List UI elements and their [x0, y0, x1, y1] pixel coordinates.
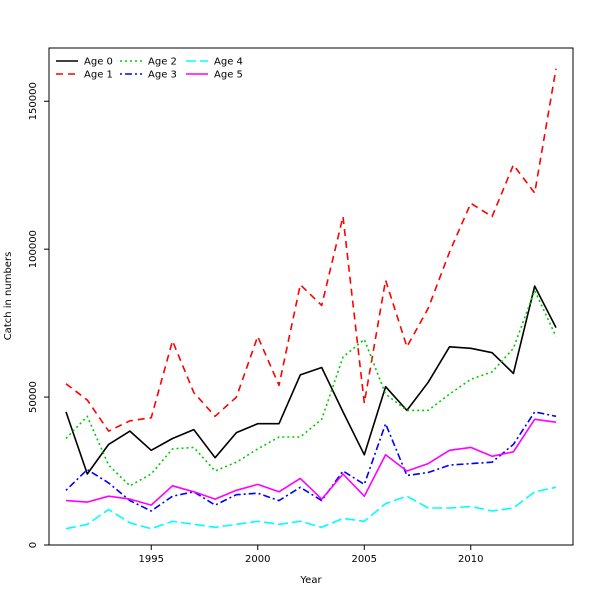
legend-label: Age 1 — [84, 70, 113, 81]
x-tick-label: 2010 — [458, 554, 483, 565]
y-axis: 0 50000 100000 150000 — [28, 82, 50, 548]
legend-label: Age 5 — [214, 70, 243, 81]
x-tick-label: 1995 — [139, 554, 164, 565]
plot-frame — [48, 47, 574, 546]
series-line-age-1 — [65, 68, 557, 432]
legend-label: Age 4 — [214, 57, 243, 68]
legend-label: Age 3 — [148, 70, 177, 81]
y-tick-label: 0 — [28, 542, 39, 548]
series-line-age-3 — [65, 411, 557, 512]
series-line-age-4 — [65, 486, 557, 530]
x-tick-label: 2005 — [352, 554, 377, 565]
series-line-age-2 — [65, 289, 557, 487]
x-axis: 1995 2000 2005 2010 — [139, 544, 483, 565]
x-axis-label: Year — [299, 575, 322, 586]
legend: Age 0 Age 1 Age 2 Age 3 Age 4 Age 5 — [56, 57, 243, 81]
x-tick-label: 2000 — [245, 554, 270, 565]
legend-label: Age 2 — [148, 57, 177, 68]
y-tick-label: 50000 — [28, 381, 39, 413]
series-line-age-0 — [65, 285, 557, 475]
y-axis-label: Catch in numbers — [3, 252, 14, 341]
legend-label: Age 0 — [84, 57, 113, 68]
series-line-age-5 — [65, 418, 557, 506]
series-layer — [65, 68, 557, 530]
y-tick-label: 150000 — [28, 82, 39, 120]
y-tick-label: 100000 — [28, 230, 39, 268]
